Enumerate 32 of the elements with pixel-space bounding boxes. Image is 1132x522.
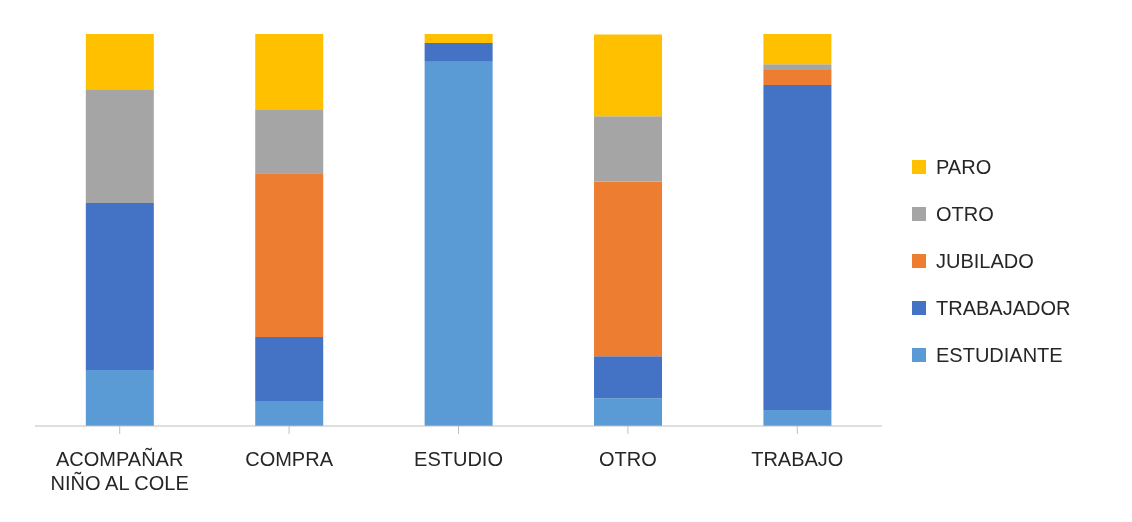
bar — [763, 34, 832, 65]
bar — [85, 34, 154, 91]
legend-label: OTRO — [936, 202, 994, 226]
bar — [85, 202, 154, 370]
bar — [255, 34, 324, 111]
legend-label: JUBILADO — [936, 249, 1034, 273]
x-tick-label: OTRO — [599, 448, 657, 470]
bar — [594, 116, 663, 182]
bar — [255, 110, 324, 174]
bar — [763, 409, 832, 426]
x-tick-label: ACOMPAÑAR NIÑO AL COLE — [50, 447, 189, 494]
bar — [424, 61, 493, 426]
legend-label: PARO — [936, 155, 992, 179]
bar — [594, 398, 663, 426]
legend-label: ESTUDIANTE — [936, 343, 1063, 367]
bar — [255, 400, 324, 426]
x-tick-label: ESTUDIO — [414, 448, 503, 470]
x-tick-label: TRABAJO — [751, 448, 844, 470]
bar — [255, 337, 324, 401]
bar — [424, 43, 493, 62]
bar — [255, 173, 324, 338]
bar — [763, 70, 832, 85]
bar — [594, 356, 663, 399]
bar — [85, 90, 154, 203]
bar — [594, 34, 663, 117]
bar — [763, 64, 832, 71]
bar — [594, 181, 663, 357]
legend-label: TRABAJADOR — [936, 296, 1071, 320]
bar — [424, 34, 493, 44]
bar — [85, 369, 154, 426]
bar — [763, 84, 832, 410]
x-tick-label: COMPRA — [245, 448, 334, 470]
